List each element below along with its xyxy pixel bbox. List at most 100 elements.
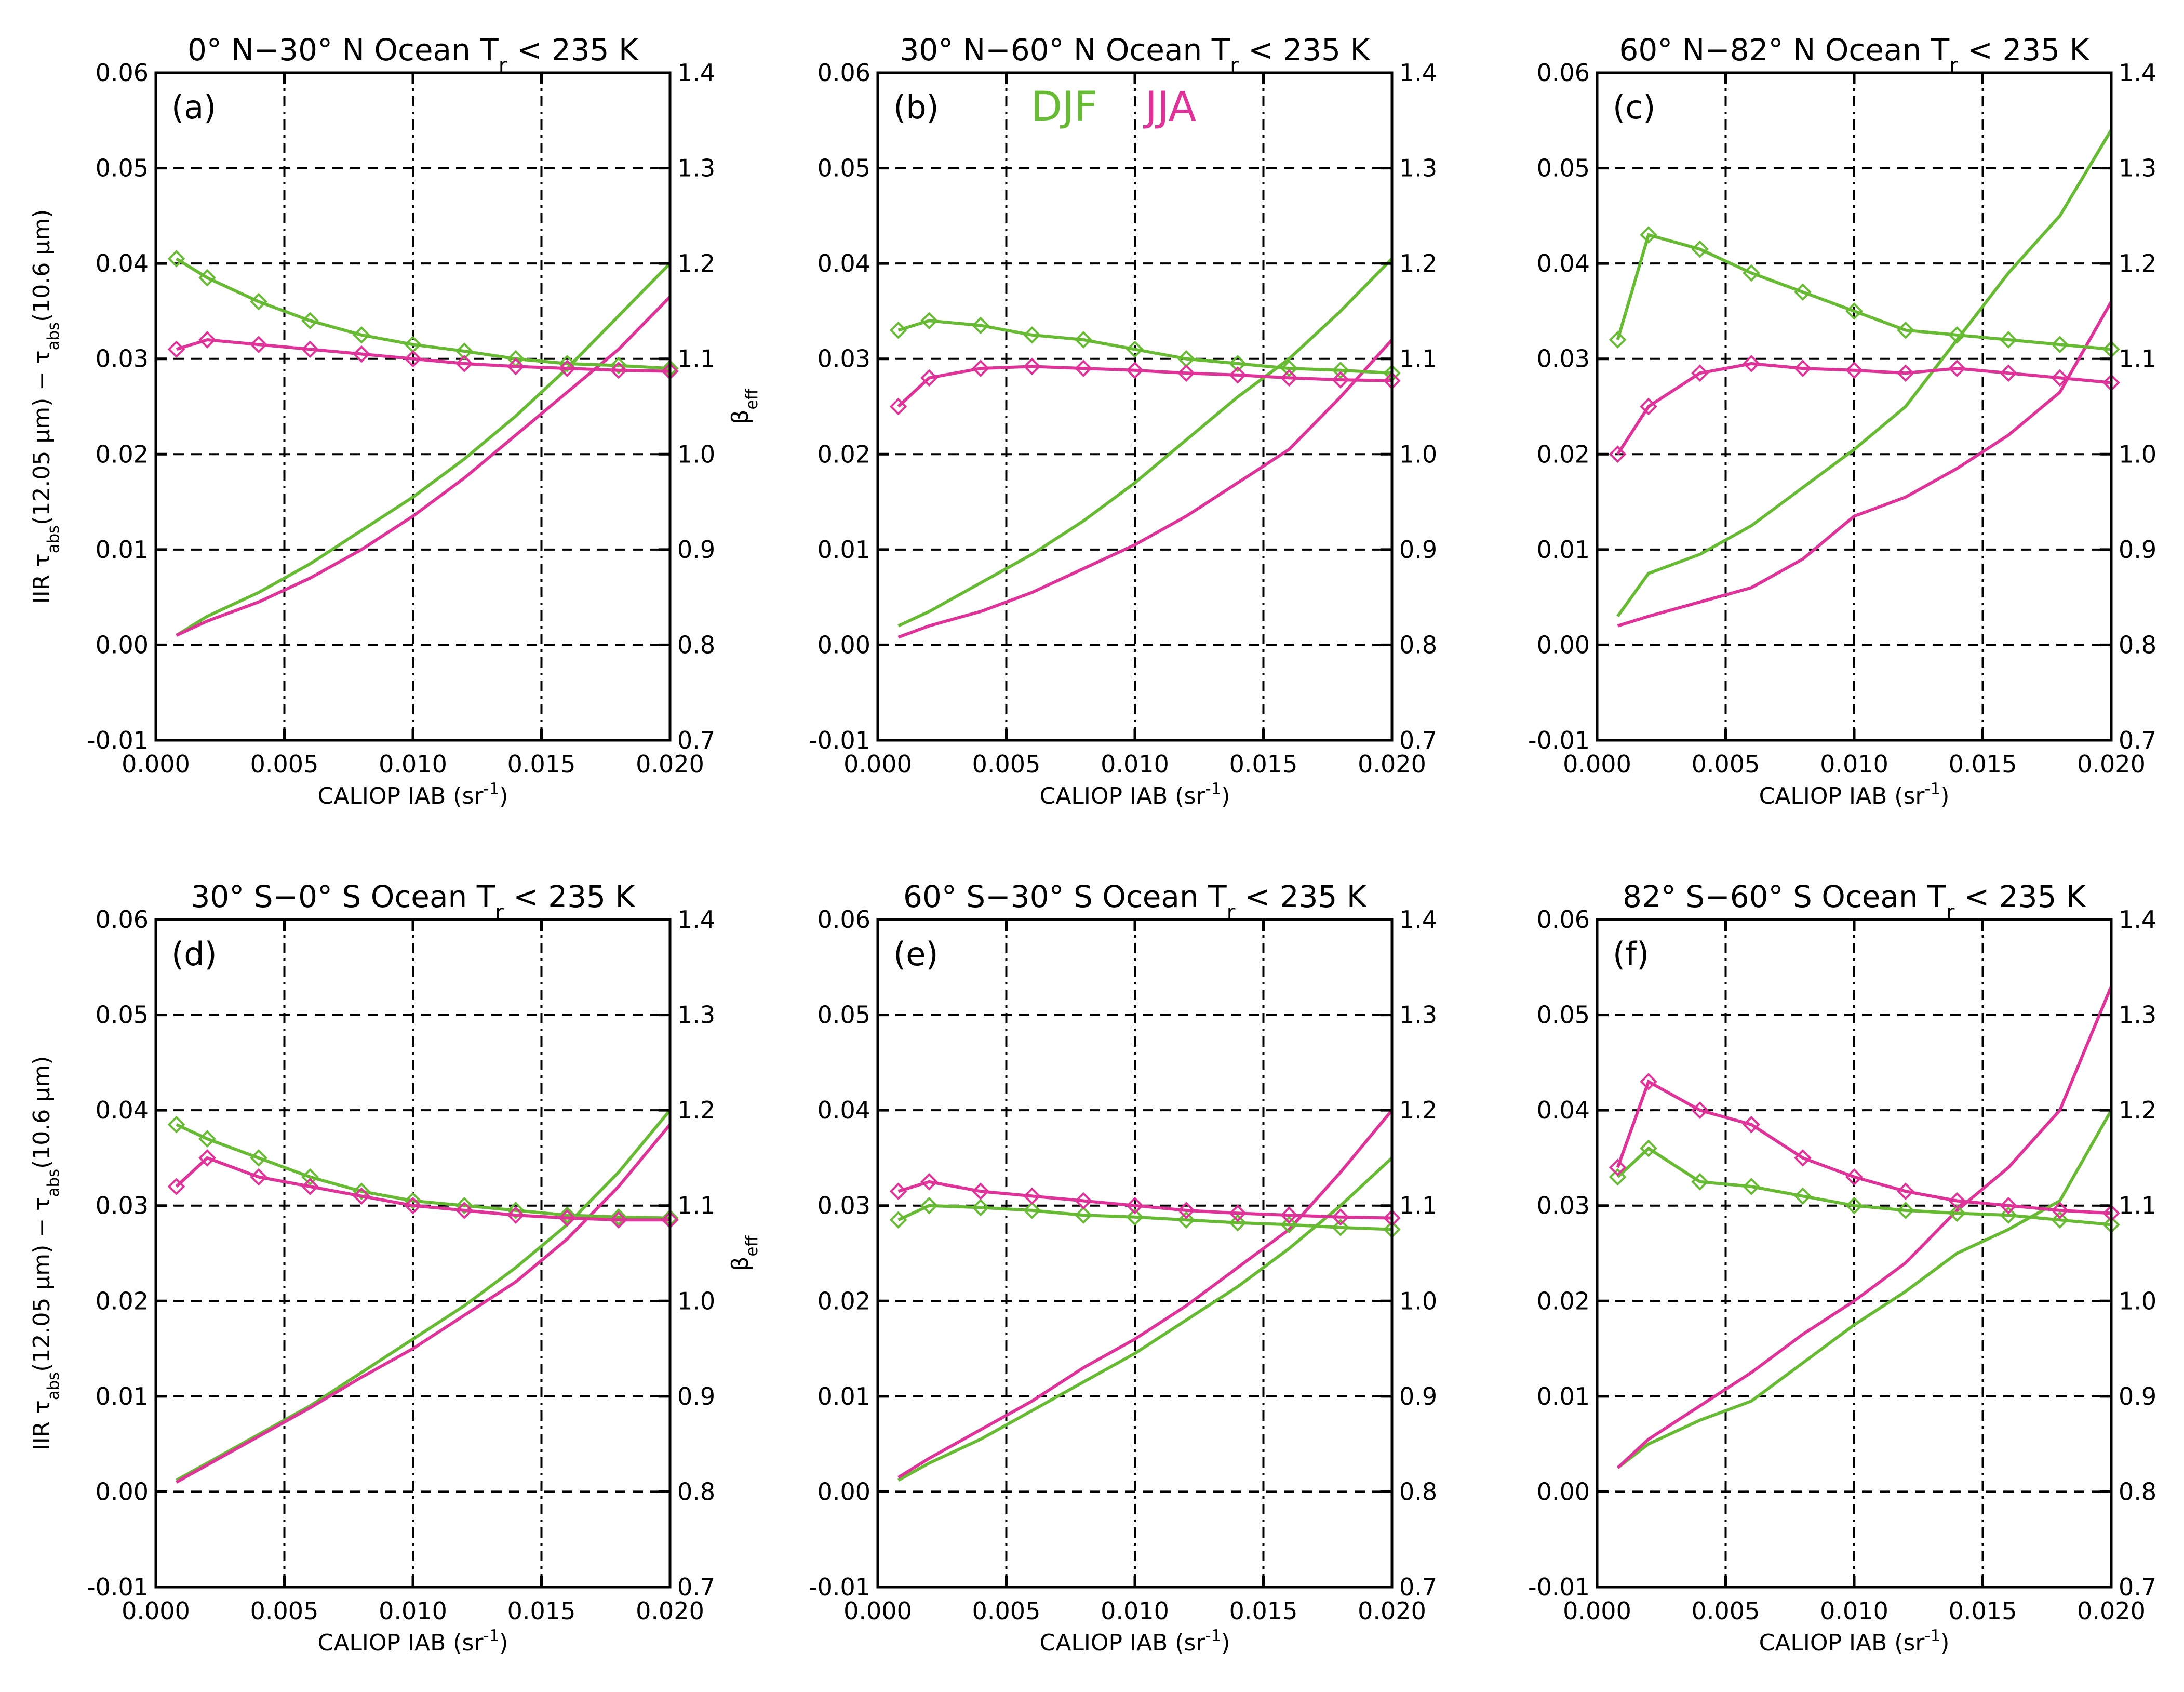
series-line-djf [897,1204,1392,1231]
legend-djf: DJF [1031,84,1097,130]
panel-title: 0° N−30° N Ocean Tr < 235 K [187,32,639,78]
data-point-djf [610,1208,627,1226]
series-line-jja [176,338,671,373]
x-tick-label: 0.020 [1358,750,1426,778]
series-line-jja [1616,985,2113,1469]
series-line-jja [897,365,1392,408]
data-point-djf [455,1196,473,1215]
y-left-tick-label: 0.00 [96,631,149,659]
data-point-jja [1609,1158,1627,1177]
data-point-djf [250,1149,267,1167]
y-right-tick-label: 1.3 [677,154,715,182]
y-left-tick-label: 0.03 [818,345,870,373]
data-point-djf [507,1202,525,1219]
y-right-tick-label: 1.0 [1399,1287,1437,1315]
y-left-tick-label: 0.05 [818,1001,870,1029]
y-left-tick-label: 0.04 [1537,1096,1590,1124]
y-right-tick-label: 1.0 [2119,1287,2156,1315]
data-point-jja [1640,1073,1657,1090]
y-left-tick-label: 0.04 [818,249,870,277]
data-point-jja [198,331,216,349]
data-point-djf [2051,1211,2069,1229]
data-point-jja [1075,359,1092,377]
y-left-tick-label: -0.01 [87,726,149,754]
data-point-djf [1845,1196,1863,1215]
data-point-jja [610,1211,627,1229]
y-left-tick-label: -0.01 [87,1573,149,1601]
data-point-djf [1743,264,1760,282]
y-left-tick-label: 0.02 [1537,440,1590,468]
data-point-djf [1075,1206,1092,1224]
data-point-djf [198,1130,216,1148]
panel-title: 60° N−82° N Ocean Tr < 235 K [1619,32,2090,78]
data-point-djf [1126,1208,1144,1226]
panel-title: 30° S−0° S Ocean Tr < 235 K [191,879,636,925]
y-left-tick-label: 0.00 [818,1477,870,1506]
y-left-tick-label: -0.01 [809,1573,870,1601]
y-right-tick-label: 0.8 [2119,1477,2156,1506]
y-left-tick-label: 0.04 [818,1096,870,1124]
x-tick-label: 0.000 [1563,750,1631,778]
y-right-tick-label: 1.3 [677,1001,715,1029]
x-axis-label: CALIOP IAB (sr-1) [318,1627,508,1656]
y-left-tick-label: 0.06 [818,59,870,87]
y-left-tick-label: -0.01 [1528,1573,1590,1601]
y-right-tick-label: 0.7 [2119,1573,2156,1601]
data-point-jja [1075,1192,1092,1210]
y-right-tick-label: 1.2 [677,249,715,277]
data-point-jja [404,350,422,368]
x-tick-label: 0.020 [636,750,704,778]
data-point-djf [1948,1204,1966,1222]
x-tick-label: 0.015 [1229,750,1298,778]
y-left-axis-label: IIR τabs(12.05 μm) − τabs(10.6 μm) [29,209,63,604]
y-right-tick-label: 1.4 [677,905,715,934]
y-right-tick-label: 0.9 [677,536,715,564]
y-right-tick-label: 1.2 [1399,249,1437,277]
data-point-jja [972,1182,989,1201]
y-right-tick-label: 1.3 [2119,154,2156,182]
y-right-tick-label: 1.1 [1399,1192,1437,1220]
panel-e: 0.000 0.005 0.010 0.015 0.020 -0.01 0.00 0.01 0.… [809,879,1437,1656]
data-point-djf [558,355,576,372]
y-right-axis-label: βeff [727,1235,761,1271]
y-left-tick-label: 0.04 [96,1096,149,1124]
data-point-jja [889,1182,907,1201]
data-point-djf [1691,1173,1709,1191]
data-point-jja [1177,364,1195,382]
data-point-jja [250,1168,267,1186]
data-point-djf [167,250,185,268]
data-point-jja [2000,1196,2017,1215]
x-tick-label: 0.005 [1692,750,1760,778]
panel-label: (b) [893,88,939,126]
x-tick-label: 0.010 [1101,750,1169,778]
y-right-tick-label: 0.7 [1399,1573,1437,1601]
x-tick-label: 0.005 [1692,1597,1760,1625]
data-point-jja [353,1187,370,1205]
x-tick-label: 0.020 [2077,1597,2146,1625]
y-left-tick-label: 0.06 [1537,905,1590,934]
y-right-tick-label: 1.1 [677,1192,715,1220]
x-tick-label: 0.010 [379,1597,447,1625]
data-point-djf [1609,331,1627,349]
data-point-djf [167,1115,185,1134]
x-tick-label: 0.015 [1229,1597,1298,1625]
x-tick-label: 0.010 [1820,1597,1888,1625]
data-point-jja [2051,1202,2069,1219]
y-left-tick-label: 0.02 [96,1287,149,1315]
y-right-tick-label: 1.0 [677,440,715,468]
series-line-jja [176,1123,672,1484]
series-line-djf [176,1109,672,1482]
data-point-jja [920,369,938,387]
y-right-tick-label: 0.9 [2119,1382,2156,1410]
data-point-djf [353,326,370,344]
y-left-tick-label: 0.05 [818,154,870,182]
y-right-tick-label: 1.1 [677,345,715,373]
data-point-djf [1794,283,1812,301]
data-point-jja [1948,1192,1966,1210]
y-left-tick-label: 0.05 [96,154,149,182]
data-point-jja [1845,361,1863,379]
data-point-djf [301,1168,319,1186]
data-point-jja [2051,369,2069,387]
y-left-tick-label: 0.03 [1537,345,1590,373]
